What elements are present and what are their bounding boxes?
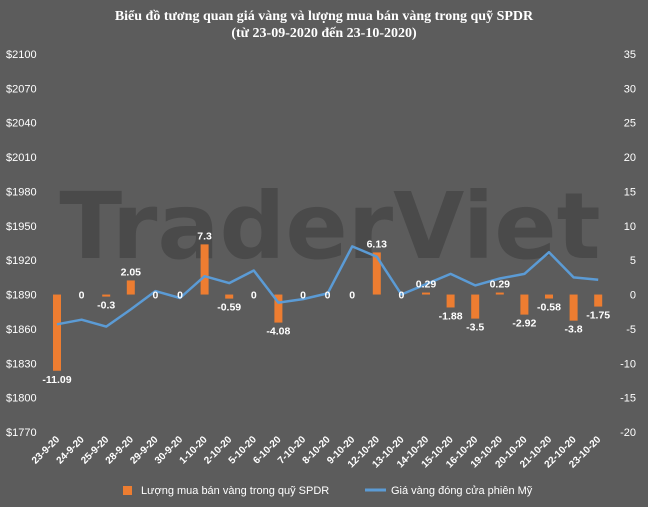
left-tick-label: $1950 bbox=[6, 221, 37, 233]
data-label: 0 bbox=[325, 290, 331, 302]
left-tick-label: $1830 bbox=[6, 358, 37, 370]
data-label: -3.8 bbox=[565, 324, 583, 336]
legend: Lượng mua bán vàng trong quỹ SPDR Giá và… bbox=[123, 485, 533, 497]
left-tick-label: $2040 bbox=[6, 118, 37, 130]
bar bbox=[422, 292, 430, 295]
left-tick-label: $1920 bbox=[6, 255, 37, 267]
right-tick-label: 30 bbox=[624, 83, 636, 95]
chart-subtitle: (từ 23-09-2020 đến 23-10-2020) bbox=[231, 26, 417, 41]
legend-label-line: Giá vàng đóng cửa phiên Mỹ bbox=[391, 485, 533, 497]
data-label: 7.3 bbox=[197, 230, 212, 242]
data-label: -1.75 bbox=[586, 310, 610, 322]
left-tick-label: $1890 bbox=[6, 290, 37, 302]
left-tick-label: $2070 bbox=[6, 83, 37, 95]
right-axis: 35 30 25 20 15 10 5 0 -5 -10 -15 -20 bbox=[620, 49, 636, 439]
right-tick-label: 20 bbox=[624, 152, 636, 164]
bar bbox=[446, 294, 455, 308]
line-series bbox=[56, 245, 599, 328]
data-label: 6.13 bbox=[367, 238, 388, 250]
data-label: 0 bbox=[177, 290, 183, 302]
right-tick-label: -5 bbox=[626, 324, 636, 336]
left-tick-label: $1770 bbox=[6, 427, 37, 439]
bar bbox=[569, 294, 578, 321]
left-tick-label: $2100 bbox=[6, 49, 37, 61]
bar bbox=[200, 244, 209, 295]
data-label: 0 bbox=[349, 290, 355, 302]
bar bbox=[53, 294, 61, 371]
right-tick-label: -10 bbox=[620, 358, 636, 370]
data-label: -11.09 bbox=[42, 374, 71, 386]
right-tick-label: -15 bbox=[620, 393, 636, 405]
chart-title: Biểu đồ tương quan giá vàng và lượng mua… bbox=[115, 9, 534, 24]
data-label: -2.92 bbox=[512, 318, 536, 330]
data-label: -0.59 bbox=[217, 302, 241, 314]
bar bbox=[225, 294, 234, 299]
bar bbox=[372, 252, 381, 295]
left-tick-label: $1980 bbox=[6, 186, 37, 198]
right-tick-label: 25 bbox=[624, 118, 636, 130]
left-axis: $2100 $2070 $2040 $2010 $1980 $1950 $1920 $1890… bbox=[6, 49, 37, 439]
data-labels: -11.090-0.32.050 07.3-0.590-4.080 0 06.1300… bbox=[42, 230, 610, 385]
data-label: -3.5 bbox=[466, 322, 484, 334]
data-label: 2.05 bbox=[121, 266, 142, 278]
price-line bbox=[56, 245, 599, 328]
data-label: 0 bbox=[79, 290, 85, 302]
left-tick-label: $1800 bbox=[6, 393, 37, 405]
bar bbox=[102, 294, 111, 297]
watermark: TraderViet bbox=[59, 173, 600, 280]
right-tick-label: 5 bbox=[630, 255, 636, 267]
right-tick-label: 10 bbox=[624, 221, 636, 233]
right-tick-label: 35 bbox=[624, 49, 636, 61]
bar bbox=[594, 294, 603, 307]
right-tick-label: 15 bbox=[624, 186, 636, 198]
data-label: 0.29 bbox=[416, 279, 437, 291]
data-label: -4.08 bbox=[266, 326, 290, 338]
bar bbox=[495, 292, 504, 295]
right-tick-label: 0 bbox=[630, 290, 636, 302]
bar bbox=[471, 294, 480, 319]
data-label: 0.29 bbox=[490, 279, 511, 291]
data-label: -0.58 bbox=[537, 302, 561, 314]
bar bbox=[274, 294, 283, 323]
legend-swatch-bars bbox=[123, 486, 132, 495]
data-label: -1.88 bbox=[439, 310, 463, 322]
legend-label-bars: Lượng mua bán vàng trong quỹ SPDR bbox=[141, 485, 329, 497]
bar bbox=[126, 280, 135, 295]
data-label: -0.3 bbox=[97, 300, 115, 312]
data-label: 0 bbox=[398, 290, 404, 302]
bar bbox=[545, 294, 553, 299]
bar-series bbox=[53, 244, 603, 371]
data-label: 0 bbox=[300, 290, 306, 302]
data-label: 0 bbox=[251, 290, 257, 302]
left-tick-label: $1860 bbox=[6, 324, 37, 336]
left-tick-label: $2010 bbox=[6, 152, 37, 164]
bar bbox=[520, 294, 529, 315]
data-label: 0 bbox=[152, 290, 158, 302]
right-tick-label: -20 bbox=[620, 427, 636, 439]
